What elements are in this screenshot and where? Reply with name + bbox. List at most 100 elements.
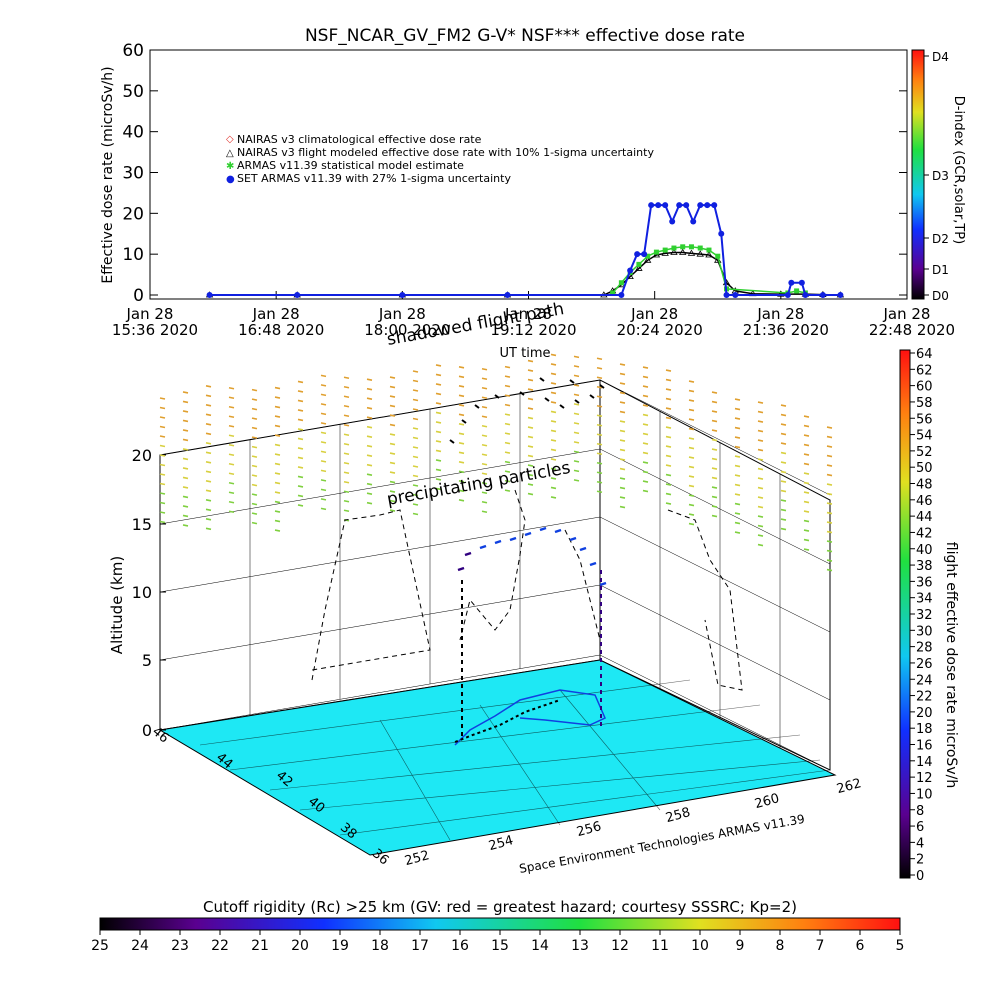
particle-mark xyxy=(826,454,833,458)
flight-dose-tick-label: 32 xyxy=(916,608,933,623)
particle-mark xyxy=(734,417,741,420)
particle-mark xyxy=(665,445,672,448)
particle-mark xyxy=(573,374,580,378)
top-x-tick-time: 20:24 2020 xyxy=(617,321,703,339)
particle-mark xyxy=(619,439,626,442)
set-armas-point xyxy=(690,218,697,225)
particle-mark xyxy=(780,413,787,417)
particle-mark xyxy=(159,473,166,476)
particle-mark xyxy=(688,494,695,497)
particle-mark xyxy=(734,502,741,506)
legend-label-armas-model: ARMAS v11.39 statistical model estimate xyxy=(237,159,464,172)
d-index-tick-label: D0 xyxy=(932,289,949,303)
wall-grid-horizontal-right xyxy=(599,584,831,701)
top-y-tick-label: 30 xyxy=(122,164,144,184)
flight-dose-tick-label: 52 xyxy=(916,445,933,460)
particle-mark xyxy=(228,415,235,419)
flight-path-upper-mark xyxy=(449,439,455,444)
flight-dose-colorbar-label: flight effective dose rate microSv/h xyxy=(943,542,959,788)
flight-dose-tick-label: 54 xyxy=(916,429,933,444)
wall-grid-horizontal xyxy=(159,448,601,525)
particle-mark xyxy=(550,382,557,385)
top-y-tick-label: 0 xyxy=(133,286,144,306)
particle-mark xyxy=(780,423,787,426)
particle-mark xyxy=(481,510,488,514)
particle-mark xyxy=(780,451,787,455)
particle-mark xyxy=(366,492,373,495)
top-x-axis-label: UT time xyxy=(500,346,551,361)
top-x-tick-time: 19:12 2020 xyxy=(490,321,576,339)
top-x-tick-date: Jan 28 xyxy=(252,305,300,323)
particle-mark xyxy=(665,502,672,505)
particle-mark xyxy=(251,388,258,392)
armas-model-point xyxy=(715,253,721,259)
particle-mark xyxy=(251,407,258,411)
particle-mark xyxy=(274,405,281,409)
particle-mark xyxy=(366,397,373,400)
particle-mark xyxy=(228,481,235,485)
particle-mark xyxy=(619,486,626,490)
particle-mark xyxy=(228,386,235,390)
rc-tick-label: 16 xyxy=(451,938,469,954)
rc-tick-label: 10 xyxy=(691,938,709,954)
particle-mark xyxy=(504,441,511,445)
rc-tick-label: 9 xyxy=(736,938,745,954)
particle-mark xyxy=(711,429,718,432)
nairas-flight-point xyxy=(670,248,678,255)
set-armas-point xyxy=(788,279,795,286)
particle-mark xyxy=(734,398,741,401)
particle-mark xyxy=(251,426,258,430)
particle-mark xyxy=(757,505,764,509)
particle-mark xyxy=(504,479,511,483)
particle-mark xyxy=(688,513,695,516)
particle-mark xyxy=(573,393,580,397)
nairas-flight-point xyxy=(777,290,785,297)
particle-mark xyxy=(757,458,764,461)
particle-mark xyxy=(642,404,649,407)
particle-mark xyxy=(527,454,534,458)
particle-mark xyxy=(734,493,741,496)
particle-mark xyxy=(182,448,189,451)
z-tick-label: 5 xyxy=(142,651,152,670)
particle-mark xyxy=(803,434,810,437)
particle-mark xyxy=(596,480,603,484)
particle-mark xyxy=(159,397,166,400)
top-y-tick-label: 20 xyxy=(122,204,144,224)
particle-mark xyxy=(550,496,557,499)
particle-mark xyxy=(205,480,212,483)
particle-mark xyxy=(320,441,327,444)
particle-mark xyxy=(527,359,534,363)
particle-mark xyxy=(826,568,833,572)
set-armas-point xyxy=(662,202,669,209)
projection-right-wall xyxy=(667,509,743,691)
particle-mark xyxy=(297,390,304,393)
set-armas-point xyxy=(732,292,739,298)
particle-mark xyxy=(205,442,212,445)
wall-grid-horizontal-right xyxy=(599,379,831,496)
particle-mark xyxy=(297,504,304,507)
nairas-flight-point xyxy=(678,248,687,255)
particle-mark xyxy=(251,493,258,496)
latitude-tick-label: 46 xyxy=(149,724,171,746)
particle-mark xyxy=(458,366,465,369)
d-index-tick-label: D4 xyxy=(932,50,949,64)
particle-mark xyxy=(205,470,212,474)
particle-mark xyxy=(435,402,442,405)
particle-mark xyxy=(251,445,258,449)
flight-dose-tick-label: 4 xyxy=(916,836,924,851)
particle-mark xyxy=(412,455,419,459)
particle-mark xyxy=(435,440,442,443)
particle-mark xyxy=(320,469,327,473)
particle-mark xyxy=(458,394,465,398)
d-index-tick-label: D1 xyxy=(932,263,949,277)
particle-mark xyxy=(757,410,764,414)
d-index-colorbar-ticks: D0 D1 D2 D3 D4 xyxy=(924,50,949,303)
flight-path-arc-mark xyxy=(579,546,587,552)
flight-dose-tick-label: 26 xyxy=(916,657,933,672)
particle-mark xyxy=(320,479,327,482)
particle-mark xyxy=(711,476,718,480)
particle-mark xyxy=(481,424,488,428)
particle-mark xyxy=(435,421,442,424)
particle-mark xyxy=(596,423,603,427)
